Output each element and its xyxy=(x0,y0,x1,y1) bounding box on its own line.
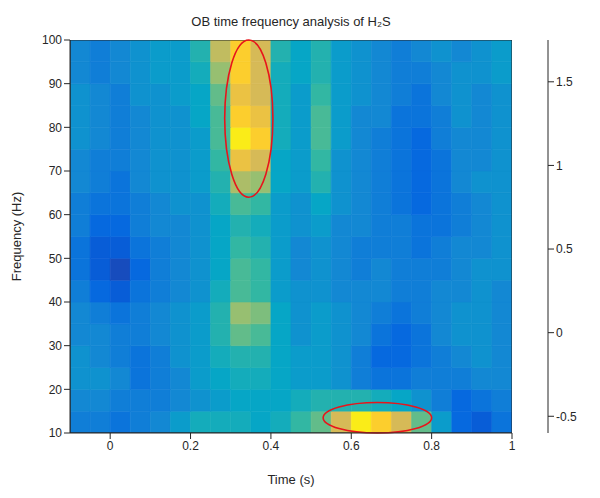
svg-text:0.2: 0.2 xyxy=(182,439,199,453)
svg-text:0: 0 xyxy=(107,439,114,453)
svg-text:1: 1 xyxy=(556,159,563,173)
svg-text:10: 10 xyxy=(49,426,63,440)
svg-text:1: 1 xyxy=(509,439,516,453)
svg-text:0: 0 xyxy=(556,326,563,340)
svg-text:0.6: 0.6 xyxy=(343,439,360,453)
svg-text:Time (s): Time (s) xyxy=(267,472,314,487)
svg-text:80: 80 xyxy=(49,121,63,135)
svg-text:Frequency (Hz): Frequency (Hz) xyxy=(9,192,24,282)
svg-text:20: 20 xyxy=(49,383,63,397)
svg-text:-0.5: -0.5 xyxy=(556,410,577,424)
svg-text:30: 30 xyxy=(49,339,63,353)
svg-text:90: 90 xyxy=(49,77,63,91)
svg-text:100: 100 xyxy=(42,33,62,47)
svg-text:0.5: 0.5 xyxy=(556,242,573,256)
svg-text:1.5: 1.5 xyxy=(556,75,573,89)
html-text:OB time frequency analysis of: OB time frequency analysis of H₂S xyxy=(191,14,391,29)
svg-text:50: 50 xyxy=(49,252,63,266)
svg-text:70: 70 xyxy=(49,164,63,178)
svg-text:60: 60 xyxy=(49,208,63,222)
svg-text:40: 40 xyxy=(49,295,63,309)
svg-text:0.8: 0.8 xyxy=(423,439,440,453)
svg-text:0.4: 0.4 xyxy=(263,439,280,453)
